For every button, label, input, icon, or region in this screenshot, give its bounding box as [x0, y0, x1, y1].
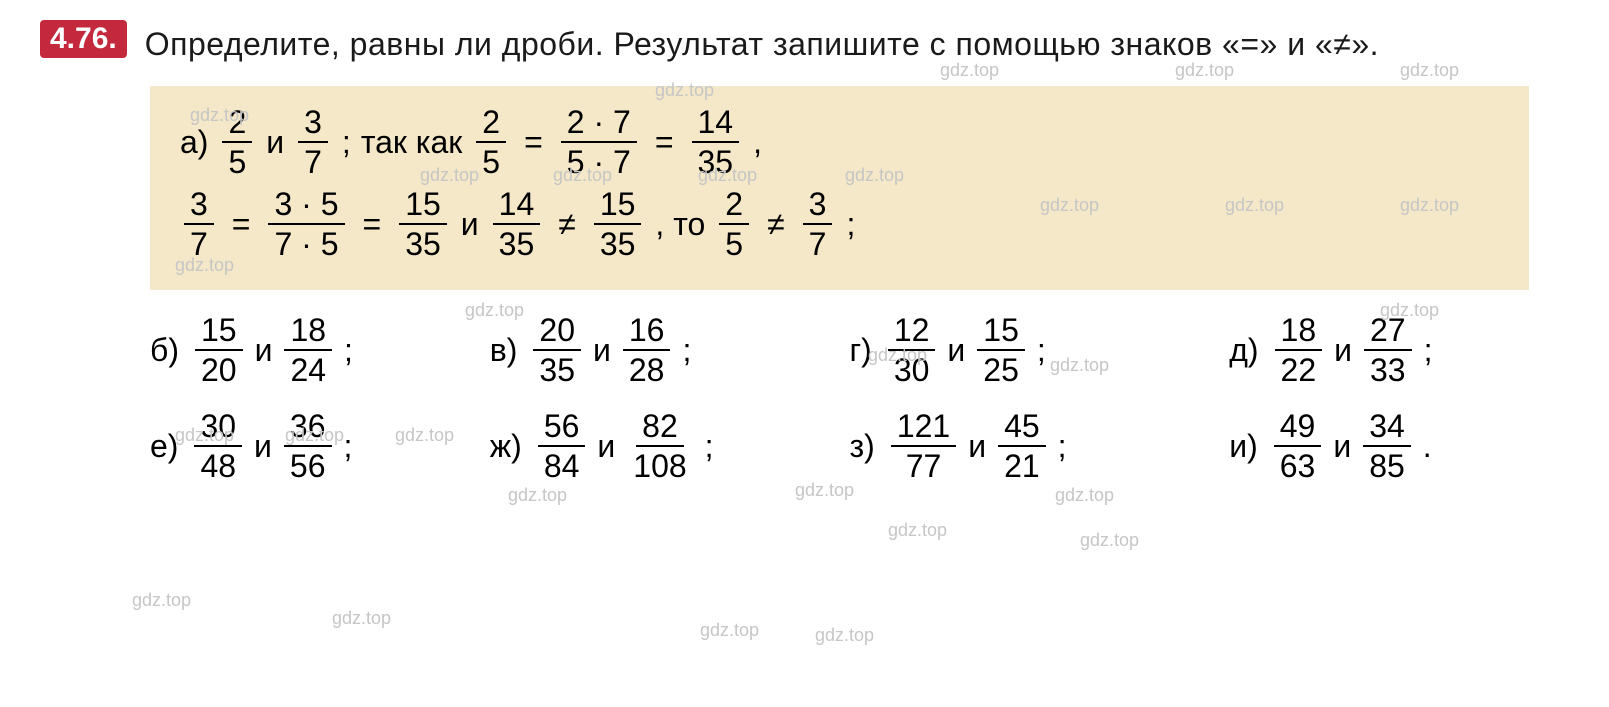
text-and: и — [947, 332, 965, 369]
example-row-2: 3 7 = 3 · 5 7 · 5 = 15 35 и 14 35 ≠ 15 3… — [180, 188, 1499, 260]
problem-statement: Определите, равны ли дроби. Результат за… — [145, 20, 1379, 68]
fraction: 1822 — [1275, 314, 1323, 386]
fraction: 3 · 5 7 · 5 — [268, 188, 344, 260]
fraction: 4963 — [1274, 410, 1322, 482]
fraction: 3 7 — [803, 188, 833, 260]
fraction: 4521 — [998, 410, 1046, 482]
not-equals: ≠ — [767, 189, 785, 259]
punctuation: ; — [705, 428, 714, 465]
text-and: и — [461, 189, 479, 259]
worked-example-box: а) 2 5 и 3 7 ; так как 2 5 = 2 · 7 5 · 7… — [150, 86, 1529, 290]
fraction: 3 7 — [298, 106, 328, 178]
text-and: и — [1333, 428, 1351, 465]
problem-number-badge: 4.76. — [40, 20, 127, 58]
subproblem-letter: и) — [1229, 428, 1258, 465]
subproblem-letter: г) — [849, 332, 871, 369]
problem-header: 4.76. Определите, равны ли дроби. Резуль… — [40, 20, 1569, 68]
watermark-text: gdz.top — [815, 625, 874, 646]
punctuation: ; — [1037, 332, 1046, 369]
text-and: и — [255, 332, 273, 369]
text-and: и — [254, 428, 272, 465]
fraction: 1525 — [977, 314, 1025, 386]
fraction: 12177 — [891, 410, 956, 482]
equals: = — [232, 189, 251, 259]
fraction: 82108 — [627, 410, 692, 482]
fraction: 3485 — [1363, 410, 1411, 482]
subproblem-item: ж) 5684 и 82108; — [490, 410, 850, 482]
watermark-text: gdz.top — [888, 520, 947, 541]
text-and: и — [1334, 332, 1352, 369]
watermark-text: gdz.top — [332, 608, 391, 629]
fraction: 3 7 — [184, 188, 214, 260]
equals: = — [524, 107, 543, 177]
subproblems-container: б) 1520 и 1824; в) 2035 и 1628; г) 1230 и 1525; д) 18… — [150, 314, 1529, 482]
equals: = — [363, 189, 382, 259]
subproblem-item: г) 1230 и 1525; — [849, 314, 1229, 386]
fraction: 2 5 — [222, 106, 252, 178]
subproblem-letter: в) — [490, 332, 518, 369]
fraction: 1824 — [284, 314, 332, 386]
watermark-text: gdz.top — [1080, 530, 1139, 551]
example-letter: а) — [180, 107, 208, 177]
semicolon: ; — [342, 107, 351, 177]
fraction: 2 5 — [476, 106, 506, 178]
fraction: 3656 — [284, 410, 332, 482]
text-and: и — [266, 107, 284, 177]
punctuation: ; — [344, 332, 353, 369]
watermark-text: gdz.top — [795, 480, 854, 501]
subproblem-letter: д) — [1229, 332, 1258, 369]
text-then: , то — [655, 189, 705, 259]
punctuation: ; — [1058, 428, 1067, 465]
punctuation: ; — [682, 332, 691, 369]
fraction: 2733 — [1364, 314, 1412, 386]
subproblem-item: з) 12177 и 4521; — [849, 410, 1229, 482]
subproblem-item: д) 1822 и 2733; — [1229, 314, 1529, 386]
watermark-text: gdz.top — [700, 620, 759, 641]
fraction: 14 35 — [692, 106, 740, 178]
punctuation: . — [1423, 428, 1432, 465]
text-and: и — [593, 332, 611, 369]
fraction: 2 5 — [719, 188, 749, 260]
subproblem-letter: з) — [849, 428, 874, 465]
fraction: 5684 — [538, 410, 586, 482]
comma: , — [753, 107, 762, 177]
example-row-1: а) 2 5 и 3 7 ; так как 2 5 = 2 · 7 5 · 7… — [180, 106, 1499, 178]
fraction: 1230 — [888, 314, 936, 386]
subproblem-letter: ж) — [490, 428, 522, 465]
subproblem-row: е) 3048 и 3656; ж) 5684 и 82108; з) 12177 и 4521; и)… — [150, 410, 1529, 482]
subproblem-item: и) 4963 и 3485. — [1229, 410, 1529, 482]
fraction: 2 · 7 5 · 7 — [561, 106, 637, 178]
subproblem-item: в) 2035 и 1628; — [490, 314, 850, 386]
subproblem-item: б) 1520 и 1824; — [150, 314, 490, 386]
punctuation: ; — [344, 428, 353, 465]
fraction: 3048 — [194, 410, 242, 482]
fraction: 1628 — [623, 314, 671, 386]
fraction: 15 35 — [399, 188, 447, 260]
watermark-text: gdz.top — [1055, 485, 1114, 506]
equals: = — [655, 107, 674, 177]
subproblem-row: б) 1520 и 1824; в) 2035 и 1628; г) 1230 и 1525; д) 18… — [150, 314, 1529, 386]
text-and: и — [968, 428, 986, 465]
fraction: 15 35 — [594, 188, 642, 260]
fraction: 2035 — [533, 314, 581, 386]
punctuation: ; — [1424, 332, 1433, 369]
fraction: 14 35 — [493, 188, 541, 260]
fraction: 1520 — [195, 314, 243, 386]
text-and: и — [597, 428, 615, 465]
watermark-text: gdz.top — [508, 485, 567, 506]
text-since: так как — [361, 107, 462, 177]
not-equals: ≠ — [558, 189, 576, 259]
watermark-text: gdz.top — [132, 590, 191, 611]
semicolon: ; — [846, 189, 855, 259]
subproblem-item: е) 3048 и 3656; — [150, 410, 490, 482]
subproblem-letter: б) — [150, 332, 179, 369]
subproblem-letter: е) — [150, 428, 178, 465]
